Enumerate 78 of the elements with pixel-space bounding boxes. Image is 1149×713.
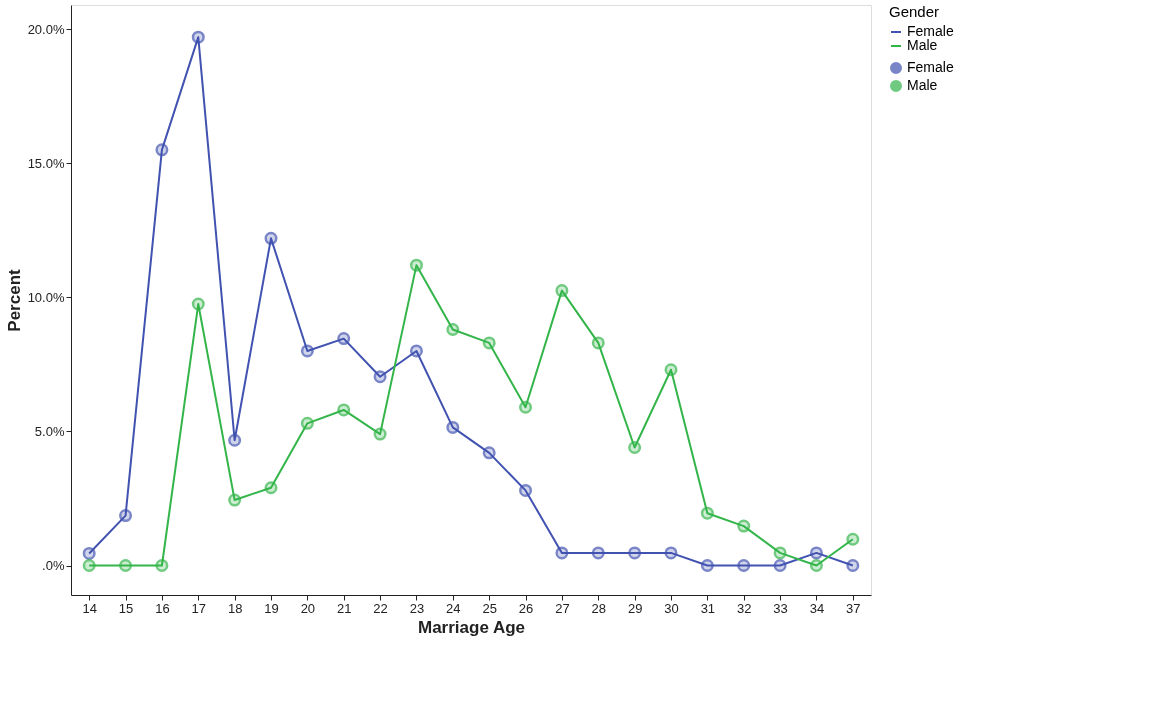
point (664, 546, 678, 560)
point (119, 559, 133, 572)
text: Male (907, 37, 938, 53)
point (809, 546, 823, 560)
x-tick-label: 21 (336, 600, 352, 616)
point (337, 332, 351, 346)
x-tick-label: 26 (518, 600, 534, 616)
x-tick-label: 33 (773, 600, 788, 616)
y-tick-label: .0% (42, 558, 65, 573)
point (591, 336, 605, 350)
x-tick-label: 24 (446, 600, 461, 616)
point (628, 441, 642, 454)
point (664, 363, 678, 377)
point (773, 546, 787, 560)
point (82, 559, 96, 572)
point (555, 284, 569, 298)
point (264, 231, 278, 245)
point (119, 509, 133, 523)
point (482, 336, 496, 350)
point (228, 433, 242, 447)
point (446, 420, 460, 434)
legend-label: Female (907, 23, 954, 39)
x-axis-title: Marriage Age (417, 617, 526, 637)
point (373, 370, 387, 384)
point (519, 483, 533, 497)
x-tick-label: 32 (736, 600, 752, 616)
x-tick-label: 29 (627, 600, 643, 616)
point (264, 481, 278, 495)
point (337, 403, 351, 417)
x-tick-label: 20 (300, 600, 316, 616)
point (409, 344, 423, 358)
x-tick-label: 28 (591, 600, 607, 616)
point (737, 519, 751, 533)
x-tick-label: 22 (373, 600, 388, 616)
y-tick-label: 20.0% (27, 21, 65, 37)
x-tick-label: 17 (191, 600, 207, 616)
x-tick-label: 34 (809, 600, 825, 616)
y-tick-label: 15.0% (27, 155, 65, 171)
legend-title: Gender (889, 3, 940, 20)
point (300, 416, 314, 430)
point (482, 446, 496, 460)
x-tick-label: 14 (82, 600, 97, 616)
legend-label: Male (907, 77, 938, 93)
x-tick-label: 31 (700, 600, 716, 616)
x-tick-label: 30 (664, 600, 679, 616)
x-tick-label: 27 (555, 600, 570, 616)
point (700, 506, 714, 520)
x-tick-label: 16 (155, 600, 170, 616)
y-tick-label: 10.0% (27, 289, 65, 305)
x-tick-label: 23 (409, 600, 425, 616)
point (191, 30, 205, 44)
text: Female (907, 59, 954, 75)
point (155, 559, 169, 572)
point (82, 546, 96, 560)
point (446, 323, 460, 336)
point (809, 559, 823, 572)
point (628, 546, 642, 560)
x-tick-label: 25 (482, 600, 497, 616)
x-tick-label: 19 (264, 600, 279, 616)
point (846, 559, 860, 572)
point (591, 546, 605, 560)
x-tick-label: 18 (227, 600, 243, 616)
point (191, 297, 205, 311)
point (228, 493, 242, 507)
x-tick-label: 37 (846, 600, 861, 616)
point (700, 559, 714, 572)
point (519, 400, 533, 414)
point (737, 559, 751, 572)
x-tick-label: 15 (118, 600, 134, 616)
point (773, 559, 787, 572)
point (846, 532, 860, 546)
point (555, 546, 569, 560)
y-tick-label: 5.0% (34, 423, 65, 439)
point (373, 427, 387, 441)
y-axis-title: Percent (4, 268, 24, 332)
point (409, 258, 423, 272)
point (300, 344, 314, 358)
point (155, 143, 169, 157)
